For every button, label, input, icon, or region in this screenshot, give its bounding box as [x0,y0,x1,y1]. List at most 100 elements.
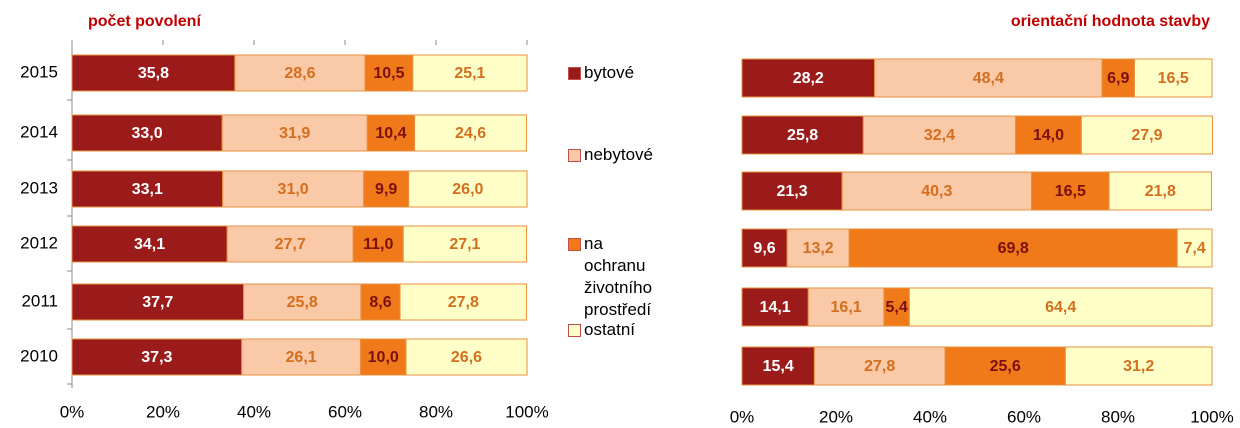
bar-segment [807,287,885,327]
value-label: 27,7 [275,236,306,253]
value-label: 48,4 [973,70,1004,87]
bar-segment [221,114,368,152]
value-label: 25,6 [990,358,1021,375]
bar-segment [786,228,850,268]
value-label: 35,8 [138,65,169,82]
value-label: 10,5 [373,65,404,82]
value-label: 28,2 [793,70,824,87]
value-label: 26,1 [286,349,317,366]
bar-segment [352,225,404,263]
bar-segment [359,338,407,376]
bar-segment [71,170,224,208]
value-label: 10,4 [375,125,406,142]
y-tick-label: 2012 [20,233,58,252]
value-label: 8,6 [369,294,391,311]
bar-segment [1133,58,1213,98]
x-tick-label: 60% [328,402,362,421]
bar-segment [813,346,946,386]
bar-segment [741,171,843,211]
value-label: 31,0 [278,181,309,198]
x-tick-label: 40% [913,407,947,426]
x-tick-label: 20% [819,407,853,426]
bar-segment [241,338,361,376]
y-tick-label: 2013 [20,178,58,197]
bar-segment [848,228,1178,268]
value-label: 31,9 [279,125,310,142]
value-label: 16,1 [831,299,862,316]
value-label: 21,3 [776,183,807,200]
x-tick-label: 60% [1007,407,1041,426]
bar-segment [366,114,416,152]
x-tick-label: 100% [1190,407,1233,426]
value-label: 40,3 [921,183,952,200]
y-tick-label: 2014 [20,122,58,141]
value-label: 16,5 [1055,183,1086,200]
legend-swatch [568,149,581,162]
value-label: 10,0 [368,349,399,366]
bar-segment [408,170,528,208]
value-label: 14,1 [760,299,791,316]
value-label: 25,1 [454,65,485,82]
value-label: 5,4 [886,299,908,316]
value-label: 15,4 [763,358,794,375]
y-tick-label: 2010 [20,346,58,365]
value-label: 26,0 [452,181,483,198]
legend-label: nebytové [584,145,653,164]
bar-segment [1064,346,1213,386]
bar-segment [405,338,528,376]
bar-segment [234,54,366,92]
bar-segment [364,54,414,92]
bar-segment [71,114,223,152]
legend-label: na ochranu životního prostředí [584,234,653,319]
value-label: 25,8 [287,294,318,311]
y-tick-label: 2015 [20,62,58,81]
bar-segment [944,346,1066,386]
bar-segment [862,115,1017,155]
bar-segment [1080,115,1213,155]
value-label: 9,6 [753,240,775,257]
bar-segment [402,225,528,263]
legend-swatch [568,324,581,337]
value-label: 34,1 [134,236,165,253]
bar-segment [243,283,362,321]
bar-segment [741,115,864,155]
value-label: 27,9 [1131,127,1162,144]
value-label: 26,6 [451,349,482,366]
bar-segment [908,287,1213,327]
legend-label: bytové [584,63,635,82]
x-tick-label: 80% [1101,407,1135,426]
chart-title: počet povolení [88,13,201,30]
x-tick-label: 20% [146,402,180,421]
bar-segment [399,283,528,321]
bar-segment [412,54,528,92]
x-tick-label: 0% [730,407,755,426]
value-label: 37,7 [142,294,173,311]
value-label: 32,4 [924,127,955,144]
value-label: 7,4 [1183,240,1205,257]
x-tick-label: 100% [505,402,548,421]
bar-segment [1176,228,1213,268]
bar-segment [414,114,528,152]
x-tick-label: 0% [60,402,85,421]
bar-segment [741,346,815,386]
legend-swatch [568,67,581,80]
value-label: 13,2 [803,240,834,257]
value-label: 6,9 [1107,70,1129,87]
bar-segment [874,58,1103,98]
value-label: 25,8 [787,127,818,144]
legend-label: ostatní [584,320,636,339]
bar-segment [1015,115,1082,155]
value-label: 24,6 [455,125,486,142]
value-label: 11,0 [363,236,393,253]
value-label: 9,9 [375,181,397,198]
value-label: 33,1 [132,181,163,198]
value-label: 16,5 [1158,70,1189,87]
value-label: 14,0 [1033,127,1064,144]
value-label: 27,1 [449,236,480,253]
x-tick-label: 80% [419,402,453,421]
bar-segment [71,54,236,92]
value-label: 37,3 [141,349,172,366]
bar-segment [363,170,410,208]
